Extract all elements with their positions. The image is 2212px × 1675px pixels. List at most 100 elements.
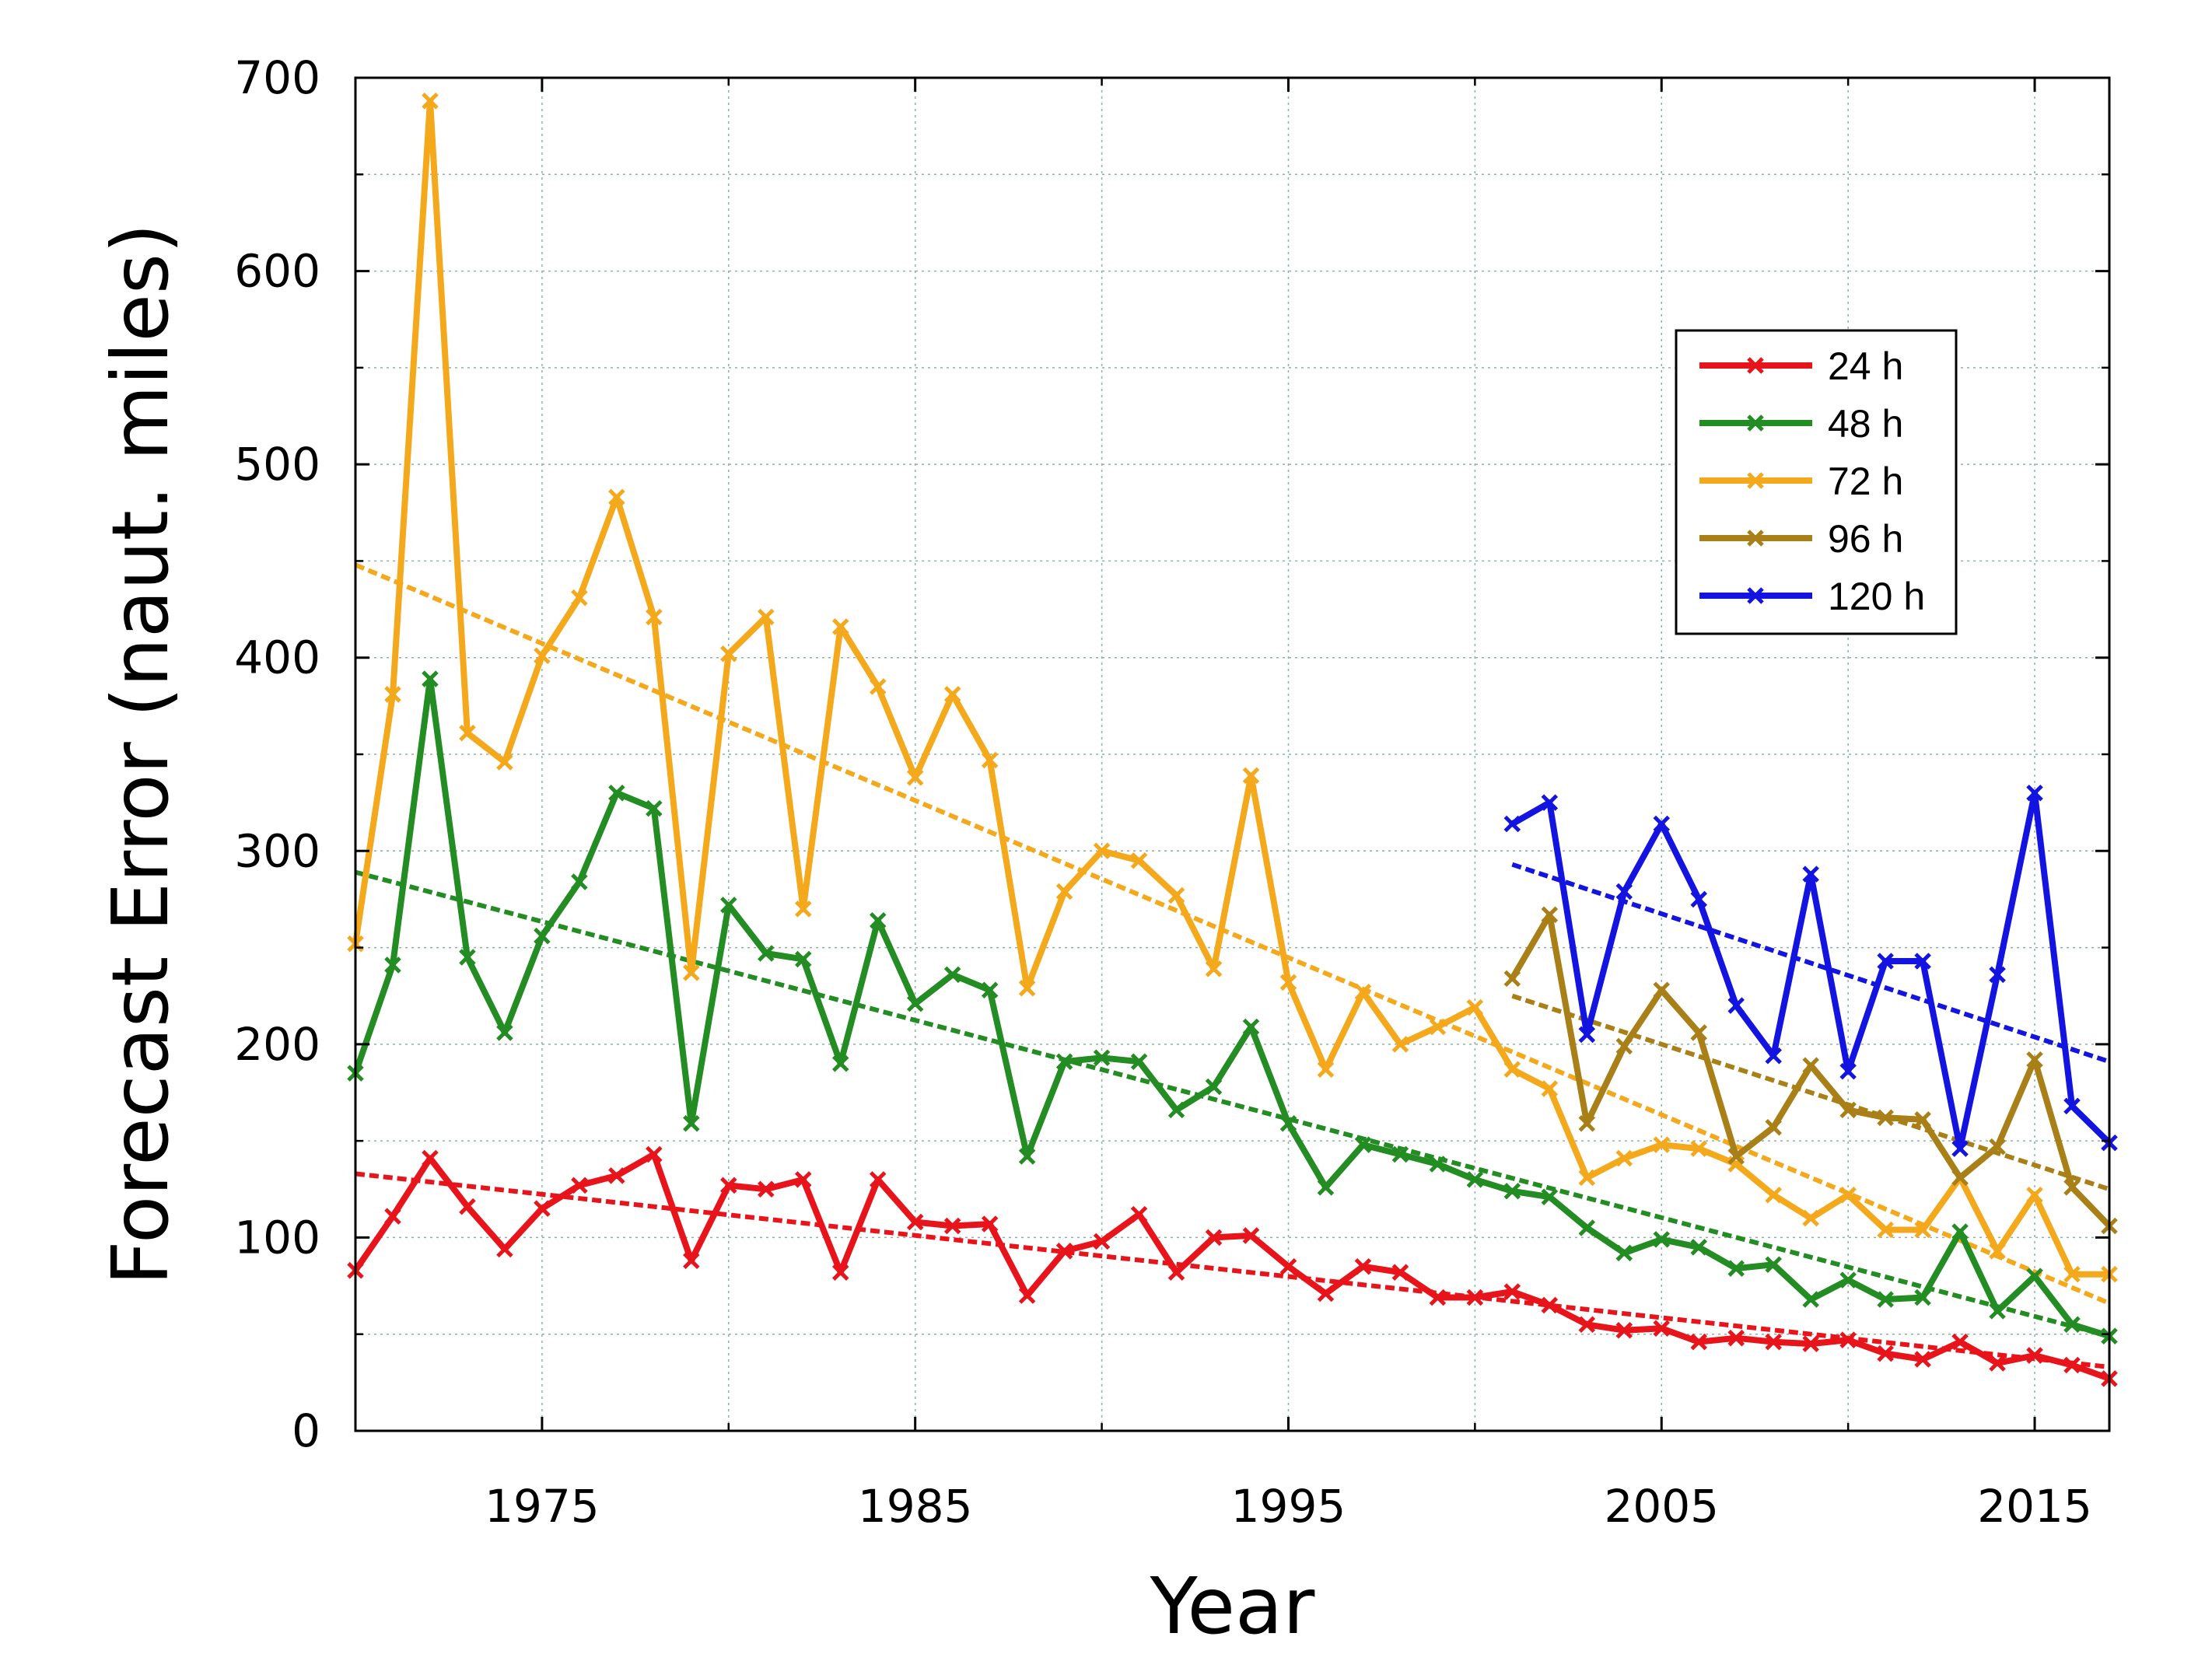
marker-stroke (1167, 1101, 1185, 1119)
data-point (794, 1171, 812, 1188)
x-tick-label: 2005 (1604, 1480, 1719, 1533)
marker-stroke (1914, 1289, 1931, 1306)
marker-stroke (1877, 953, 1894, 970)
marker-stroke (1839, 1186, 1857, 1204)
data-point (496, 1240, 513, 1258)
marker-stroke (1839, 1331, 1857, 1348)
legend-marker (1747, 587, 1764, 604)
data-point (1690, 1333, 1708, 1351)
data-point (1242, 1018, 1260, 1036)
data-point (1615, 1244, 1633, 1262)
legend-marker (1747, 472, 1764, 489)
marker-stroke (496, 754, 513, 771)
marker-stroke (1018, 980, 1036, 997)
data-point (534, 927, 551, 945)
series-line (352, 97, 2112, 1278)
data-point (1503, 815, 1521, 833)
marker-stroke (1130, 1205, 1148, 1223)
data-point (1727, 997, 1745, 1014)
data-point (1541, 1188, 1559, 1205)
legend-item: 24 h (1699, 344, 1903, 388)
data-point (1018, 1148, 1036, 1165)
data-point (1690, 1140, 1708, 1157)
marker-stroke (2063, 1179, 2081, 1196)
marker-stroke (1951, 1140, 1969, 1157)
data-point (2063, 1179, 2081, 1196)
marker-stroke (1951, 1169, 1969, 1187)
marker-stroke (757, 608, 775, 626)
marker-stroke (906, 995, 924, 1012)
marker-stroke (571, 1177, 588, 1194)
data-point (1503, 1183, 1521, 1200)
data-point (1951, 1169, 1969, 1187)
data-point (831, 1264, 849, 1281)
marker-stroke (1205, 960, 1223, 977)
legend-marker (1747, 414, 1764, 432)
marker-stroke (906, 769, 924, 786)
y-axis-title: Forecast Error (naut. miles) (95, 223, 186, 1285)
marker-stroke (1205, 1078, 1223, 1096)
data-point (906, 769, 924, 786)
data-point (608, 784, 625, 802)
data-point (1503, 1283, 1521, 1300)
marker-stroke (1690, 1333, 1708, 1351)
data-point (1877, 1345, 1894, 1362)
marker-stroke (1802, 1209, 1819, 1227)
data-point (422, 1149, 439, 1167)
marker-stroke (646, 1145, 663, 1163)
marker-stroke (1690, 890, 1708, 908)
marker-stroke (534, 647, 551, 664)
marker-stroke (608, 784, 625, 802)
data-point (1839, 1271, 1857, 1289)
data-point (1541, 906, 1559, 924)
x-axis-title: Year (1150, 1561, 1316, 1652)
marker-stroke (1503, 1061, 1521, 1078)
marker-stroke (1765, 1118, 1782, 1136)
data-point (608, 488, 625, 506)
data-point (1055, 1243, 1073, 1260)
data-point (1167, 1264, 1185, 1281)
legend-marker (1747, 530, 1764, 547)
data-point (1354, 1136, 1372, 1153)
marker-stroke (1429, 1289, 1447, 1306)
marker-stroke (1690, 1140, 1708, 1157)
marker-stroke (981, 981, 999, 999)
marker-stroke (1747, 472, 1764, 489)
data-point (906, 1213, 924, 1231)
marker-stroke (1354, 1257, 1372, 1275)
marker-stroke (384, 956, 401, 974)
marker-stroke (869, 912, 887, 929)
marker-stroke (869, 1171, 887, 1188)
marker-stroke (943, 966, 961, 984)
grid (355, 78, 2109, 1431)
marker-stroke (1578, 1115, 1596, 1132)
data-point (1914, 1351, 1931, 1368)
marker-stroke (534, 1200, 551, 1217)
x-tick-label: 1985 (858, 1480, 973, 1533)
marker-stroke (981, 751, 999, 769)
data-point (1578, 1115, 1596, 1132)
data-point (646, 799, 663, 817)
marker-stroke (1615, 883, 1633, 900)
marker-stroke (1167, 886, 1185, 904)
data-point (1317, 1061, 1335, 1078)
marker-stroke (1541, 1188, 1559, 1205)
data-point (1615, 1149, 1633, 1167)
data-point (1951, 1140, 1969, 1157)
data-point (646, 1145, 663, 1163)
marker-stroke (1279, 974, 1297, 991)
marker-stroke (1279, 1115, 1297, 1132)
marker-stroke (831, 1264, 849, 1281)
marker-stroke (646, 608, 663, 626)
marker-stroke (459, 949, 476, 966)
legend-label: 24 h (1828, 344, 1903, 388)
marker-stroke (1578, 1316, 1596, 1334)
marker-stroke (1541, 794, 1559, 811)
marker-stroke (2026, 1268, 2043, 1285)
marker-stroke (1653, 1136, 1671, 1153)
marker-stroke (2026, 1186, 2043, 1204)
data-point (422, 93, 439, 110)
marker-stroke (1391, 1036, 1409, 1053)
marker-stroke (422, 1149, 439, 1167)
marker-stroke (1914, 1111, 1931, 1128)
